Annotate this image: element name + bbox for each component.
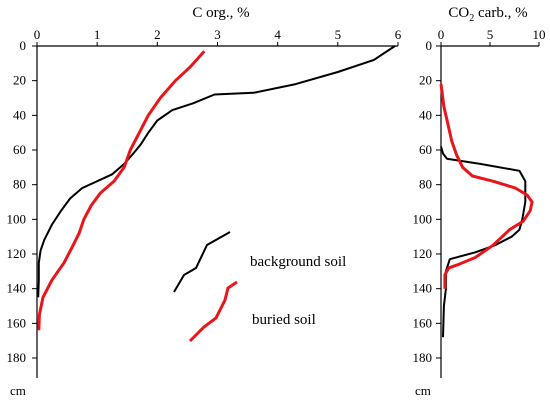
c-org-y-tick-label: 160 (7, 315, 27, 330)
co2-carb-background-soil-line (440, 146, 527, 338)
co2-carb-buried-soil-line (439, 83, 534, 289)
co2-carb-series (439, 83, 534, 338)
c-org-x-tick-label: 5 (335, 27, 342, 42)
c-org-x-tick-label: 3 (214, 27, 221, 42)
legend: background soil buried soil (173, 231, 346, 343)
c-org-y-tick-label: 180 (7, 350, 27, 365)
c-org-depth-unit: cm (10, 383, 26, 398)
c-org-y-tick-label: 0 (20, 38, 27, 53)
c-org-y-tick-label: 120 (7, 246, 27, 261)
legend-buried-soil-label: buried soil (252, 312, 316, 328)
c-org-x-tick-label: 2 (154, 27, 161, 42)
c-org-x-tick-label: 0 (34, 27, 41, 42)
legend-background-soil-line (173, 231, 231, 293)
co2-carb-title: CO2 carb., % (448, 5, 527, 24)
c-org-series (37, 45, 396, 331)
co2-carb-x-ticks: 0 5 10 (438, 27, 546, 46)
legend-buried-soil-line (188, 280, 238, 343)
co2-carb-panel: CO2 carb., % 0 5 10 0 20 40 60 80 100 120 140 160 1… (413, 5, 546, 398)
co2-carb-y-tick-label: 100 (413, 211, 433, 226)
c-org-x-tick-label: 6 (395, 27, 402, 42)
co2-carb-y-tick-label: 120 (413, 246, 433, 261)
c-org-y-tick-label: 140 (7, 281, 27, 296)
c-org-x-tick-label: 4 (274, 27, 281, 42)
co2-carb-x-tick-label: 0 (438, 27, 445, 42)
c-org-y-ticks: 0 20 40 60 80 100 120 140 160 180 (7, 38, 37, 365)
c-org-x-ticks: 0 1 2 3 4 5 6 (34, 27, 402, 46)
co2-carb-y-tick-label: 40 (419, 107, 432, 122)
c-org-buried-soil-line (37, 50, 206, 331)
co2-carb-x-tick-label: 10 (533, 27, 546, 42)
co2-carb-y-tick-label: 80 (419, 177, 432, 192)
co2-carb-depth-unit: cm (415, 383, 431, 398)
c-org-y-tick-label: 60 (13, 142, 26, 157)
co2-carb-x-tick-label: 5 (487, 27, 494, 42)
c-org-y-tick-label: 100 (7, 211, 27, 226)
legend-background-soil-label: background soil (250, 254, 346, 270)
co2-carb-y-tick-label: 180 (413, 350, 433, 365)
c-org-y-tick-label: 80 (13, 177, 26, 192)
c-org-x-tick-label: 1 (94, 27, 101, 42)
c-org-title: C org., % (192, 5, 249, 21)
co2-carb-y-tick-label: 160 (413, 315, 433, 330)
c-org-y-tick-label: 40 (13, 107, 26, 122)
co2-carb-y-tick-label: 0 (426, 38, 433, 53)
c-org-panel: C org., % 0 1 2 3 4 5 6 0 20 40 60 80 100 120 140 160 1… (7, 5, 402, 398)
co2-carb-y-ticks: 0 20 40 60 80 100 120 140 160 180 (413, 38, 441, 365)
c-org-y-tick-label: 20 (13, 73, 26, 88)
co2-carb-y-tick-label: 60 (419, 142, 432, 157)
co2-carb-y-tick-label: 140 (413, 281, 433, 296)
co2-carb-y-tick-label: 20 (419, 73, 432, 88)
